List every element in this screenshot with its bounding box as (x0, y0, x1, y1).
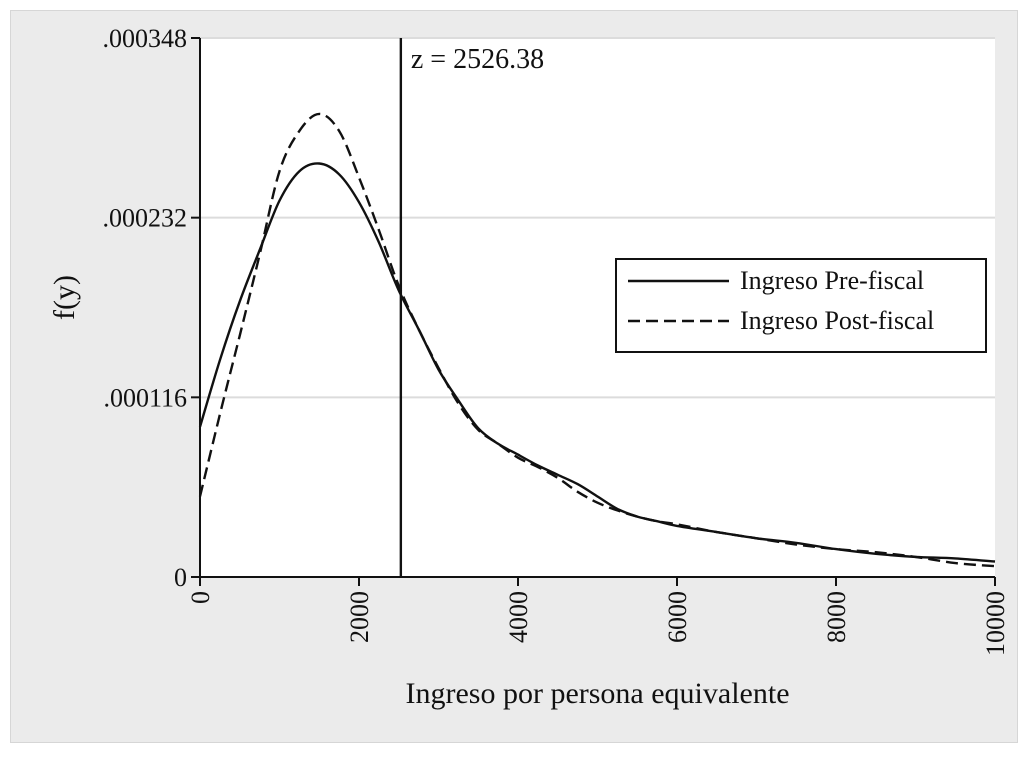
legend-label: Ingreso Pre-fiscal (740, 266, 924, 295)
x-tick-label: 6000 (663, 591, 692, 643)
legend: Ingreso Pre-fiscal Ingreso Post-fiscal (615, 258, 987, 353)
pre-fiscal-density-line (198, 162, 996, 563)
x-axis-title: Ingreso por persona equivalente (405, 677, 789, 710)
legend-box (615, 258, 987, 353)
x-tick-label: 0 (186, 591, 215, 604)
grid (200, 37, 995, 399)
x-tick-label: 2000 (345, 591, 374, 643)
x-tick-label: 4000 (504, 591, 533, 643)
y-axis-title: f(y) (48, 275, 81, 320)
series-layer (198, 112, 996, 568)
y-tick-label: 0 (174, 563, 187, 592)
x-tick-label: 8000 (822, 591, 851, 643)
legend-label: Ingreso Post-fiscal (740, 306, 934, 335)
poverty-line-label: z = 2526.38 (411, 44, 544, 75)
annotations: z = 2526.38 (399, 38, 544, 577)
post-fiscal-density-line (198, 112, 996, 568)
y-tick-label: .000232 (103, 204, 188, 233)
y-tick-label: .000348 (103, 24, 188, 53)
x-tick-label: 10000 (981, 591, 1010, 656)
axes: 0 .000116 .000232 .000348 0 2000 4000 6000 8000 1… (103, 24, 1011, 656)
y-tick-label: .000116 (103, 383, 187, 412)
